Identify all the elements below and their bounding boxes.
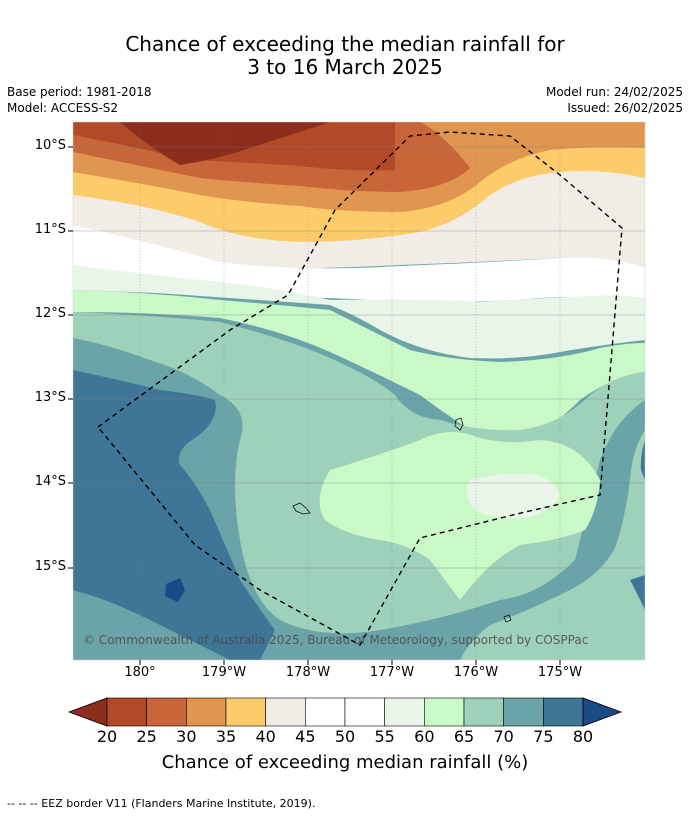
colorbar-tick-label: 70	[493, 727, 514, 746]
lon-label-175w: 175°W	[537, 665, 583, 680]
colorbar-tick-label: 65	[453, 727, 475, 746]
map-title-line-1: Chance of exceeding the median rainfall …	[125, 32, 565, 56]
colorbar-tick-label: 40	[255, 727, 276, 746]
colorbar-segment	[543, 697, 584, 727]
contour-warm-right	[600, 122, 645, 148]
contour-60-65	[73, 290, 645, 439]
colorbar-tick-label: 20	[96, 727, 118, 746]
colorbar-tick-label: 45	[295, 727, 316, 746]
colorbar-segment	[146, 697, 187, 727]
colorbar-segment	[503, 697, 544, 727]
contour-55-60-west	[73, 265, 330, 305]
lat-label-15s: 15°S	[34, 559, 66, 574]
colorbar-title: Chance of exceeding median rainfall (%)	[161, 752, 529, 773]
lat-label-13s: 13°S	[34, 390, 66, 405]
eez-border	[96, 131, 623, 646]
model-run-label: Model run: 24/02/2025	[545, 85, 683, 99]
contour-55-60-south	[466, 473, 560, 519]
colorbar-segment	[305, 697, 346, 727]
colorbar-tick-label: 50	[334, 727, 356, 746]
map-frame	[72, 121, 646, 661]
axis-ticks	[68, 146, 561, 665]
contour-east-green	[460, 430, 645, 660]
map-title-line-2: 3 to 16 March 2025	[247, 55, 443, 79]
model-label: Model: ACCESS-S2	[7, 101, 119, 115]
colorbar-segment	[344, 697, 385, 727]
lat-label-14s: 14°S	[34, 474, 66, 489]
contour-east-edge-blue	[630, 440, 645, 610]
colorbar-segment	[106, 697, 147, 727]
lon-label-178w: 178°W	[285, 665, 331, 680]
lon-label-176w: 176°W	[453, 665, 499, 680]
colorbar-tick-label: 80	[572, 727, 594, 746]
colorbar-tick-label: 75	[533, 727, 554, 746]
colorbar-arrow-high	[582, 697, 623, 727]
colorbar	[67, 697, 623, 727]
colorbar-tick-label: 60	[414, 727, 435, 746]
colorbar-tick-label: 35	[215, 727, 237, 746]
contour-above-80	[165, 578, 185, 602]
contour-55-60-east	[330, 295, 645, 359]
issued-label: Issued: 26/02/2025	[567, 101, 683, 115]
attribution-text: © Commonwealth of Australia 2025, Bureau…	[83, 633, 589, 647]
contour-75-80	[73, 370, 275, 660]
lon-label-179w: 179°W	[201, 665, 247, 680]
graticule	[73, 122, 645, 660]
colorbar-tick-label: 30	[176, 727, 197, 746]
lat-label-11s: 11°S	[34, 222, 66, 237]
colorbar-arrow-low	[67, 697, 108, 727]
lat-label-12s: 12°S	[34, 306, 66, 321]
island-samoa	[454, 417, 464, 431]
contour-below-20	[120, 122, 330, 165]
colorbar-segment	[424, 697, 465, 727]
colorbar-tick-label: 25	[136, 727, 157, 746]
lat-label-10s: 10°S	[34, 138, 66, 153]
map-contours	[73, 122, 645, 660]
colorbar-segment	[463, 697, 504, 727]
island-wallis-futuna	[292, 502, 311, 515]
contour-60-65-south	[319, 431, 600, 600]
footnote: -- -- -- EEZ border V11 (Flanders Marine…	[7, 797, 316, 810]
base-period-label: Base period: 1981-2018	[7, 85, 152, 99]
lon-label-180: 180°	[124, 665, 156, 680]
colorbar-segment	[384, 697, 425, 727]
lon-label-177w: 177°W	[369, 665, 415, 680]
island-tutuila	[503, 614, 512, 623]
contour-70-75-south	[73, 590, 230, 660]
colorbar-segment	[186, 697, 227, 727]
colorbar-tick-label: 55	[374, 727, 395, 746]
colorbar-segment	[225, 697, 266, 727]
colorbar-segment	[265, 697, 306, 727]
